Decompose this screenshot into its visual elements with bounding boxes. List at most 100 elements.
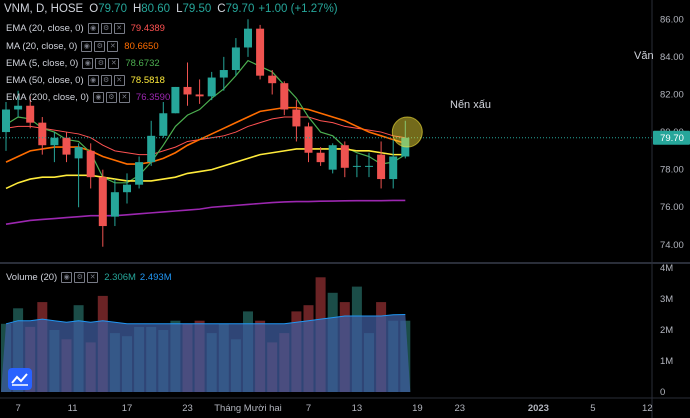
volume-tick-label: 2M (660, 325, 673, 336)
eye-icon[interactable]: ◉ (61, 272, 73, 283)
series-line (5, 59, 406, 184)
last-price-badge-text: 79.70 (660, 133, 684, 144)
candle-body (135, 162, 144, 185)
close-icon[interactable]: ✕ (107, 41, 119, 52)
eye-icon[interactable]: ◉ (82, 58, 94, 69)
gear-icon[interactable]: ⚙ (74, 272, 86, 283)
volume-tick-label: 4M (660, 263, 673, 274)
series-line (5, 199, 406, 225)
indicator-value: 76.3590 (135, 92, 171, 103)
time-tick-label: 5 (590, 403, 595, 414)
symbol-name[interactable]: VNM, D, HOSE (4, 3, 84, 15)
indicator-value: 79.4389 (130, 23, 165, 34)
price-tick-label: 84.00 (660, 52, 684, 63)
eye-icon[interactable]: ◉ (87, 23, 99, 34)
candles (2, 19, 410, 247)
series-line (5, 116, 406, 156)
candle-body (50, 137, 59, 146)
time-tick-label: 13 (352, 403, 363, 414)
low-value: 79.50 (182, 3, 212, 15)
candle-body (38, 122, 47, 146)
gear-icon[interactable]: ⚙ (95, 58, 107, 69)
volume-ma-value: 2.493M (139, 272, 172, 283)
candle-body (86, 150, 95, 178)
gear-icon[interactable]: ⚙ (105, 92, 117, 103)
indicator-name: MA (20, close, 0) (6, 41, 78, 52)
price-tick-label: 86.00 (660, 14, 684, 25)
indicator-value: 78.5818 (130, 75, 165, 86)
open-value: 79.70 (98, 3, 127, 15)
candle-body (256, 28, 265, 76)
candle-body (328, 145, 337, 170)
gear-icon[interactable]: ⚙ (100, 75, 112, 86)
time-tick-label: 7 (306, 403, 311, 414)
highlight-circle (391, 116, 423, 148)
candle-body (389, 156, 398, 180)
change-value: +1.00 (+1.27%) (258, 3, 338, 15)
close-icon[interactable]: ✕ (113, 23, 125, 34)
indicator-lines (5, 59, 406, 225)
close-icon[interactable]: ✕ (87, 272, 99, 283)
time-tick-label: 23 (454, 403, 465, 414)
volume-tick-label: 0 (660, 387, 665, 398)
candle-body (98, 177, 107, 227)
candle-body (159, 113, 168, 136)
tradingview-logo-icon[interactable] (8, 368, 32, 390)
volume-ma-area (1, 314, 411, 392)
time-tick-label: 19 (412, 403, 423, 414)
candle-body (268, 75, 277, 84)
time-tick-label: 2023 (528, 403, 549, 414)
high-label: H (132, 3, 142, 15)
legend-ema20[interactable]: EMA (20, close, 0) ◉ ⚙ ✕ 79.4389 (6, 23, 165, 34)
candle-body (377, 154, 386, 180)
close-icon[interactable]: ✕ (108, 58, 120, 69)
candle-body (365, 165, 373, 167)
open-label: O (89, 3, 99, 15)
candle-body (352, 165, 361, 167)
legend-ema5[interactable]: EMA (5, close, 0) ◉ ⚙ ✕ 78.6732 (6, 58, 160, 69)
candle-body (207, 77, 216, 97)
annotation-van[interactable]: Văn (634, 50, 654, 62)
eye-icon[interactable]: ◉ (81, 41, 93, 52)
series-line (5, 106, 406, 165)
gear-icon[interactable]: ⚙ (94, 41, 106, 52)
annotation-nen-xau[interactable]: Nến xấu (450, 99, 491, 111)
price-tick-label: 78.00 (660, 165, 684, 176)
volume-axis: 4M 3M 2M 1M 0 (660, 263, 673, 398)
series-line (5, 148, 406, 190)
indicator-name: EMA (200, close, 0) (6, 92, 89, 103)
legend-volume[interactable]: Volume (20) ◉ ⚙ ✕ 2.306M 2.493M (6, 272, 172, 283)
price-tick-label: 76.00 (660, 202, 684, 213)
candle-body (292, 109, 301, 127)
candle-body (14, 105, 23, 110)
close-icon[interactable]: ✕ (113, 75, 125, 86)
price-tick-label: 74.00 (660, 240, 684, 251)
candle-body (2, 109, 10, 133)
eye-icon[interactable]: ◉ (92, 92, 104, 103)
volume-tick-label: 3M (660, 294, 673, 305)
low-label: L (176, 3, 183, 15)
last-price-badge (653, 130, 690, 145)
close-icon[interactable]: ✕ (118, 92, 130, 103)
time-tick-label: 12 (642, 403, 653, 414)
legend-ema50[interactable]: EMA (50, close, 0) ◉ ⚙ ✕ 78.5818 (6, 75, 165, 86)
gear-icon[interactable]: ⚙ (100, 23, 112, 34)
time-tick-label: 23 (182, 403, 193, 414)
time-tick-label: Tháng Mười hai (214, 403, 282, 414)
legend-ema200[interactable]: EMA (200, close, 0) ◉ ⚙ ✕ 76.3590 (6, 92, 170, 103)
candle-body (171, 86, 180, 114)
time-tick-label: 11 (68, 403, 78, 414)
legend-ma20[interactable]: MA (20, close, 0) ◉ ⚙ ✕ 80.6650 (6, 41, 159, 52)
candle-body (74, 147, 83, 159)
close-value: 79.70 (225, 3, 255, 15)
volume-ma-line (5, 314, 406, 325)
volume-value: 2.306M (104, 272, 136, 283)
candle-body (231, 47, 240, 71)
indicator-name: EMA (5, close, 0) (6, 58, 79, 69)
time-tick-label: 17 (122, 403, 133, 414)
volume-tick-label: 1M (660, 356, 673, 367)
eye-icon[interactable]: ◉ (87, 75, 99, 86)
candle-body (219, 70, 228, 78)
